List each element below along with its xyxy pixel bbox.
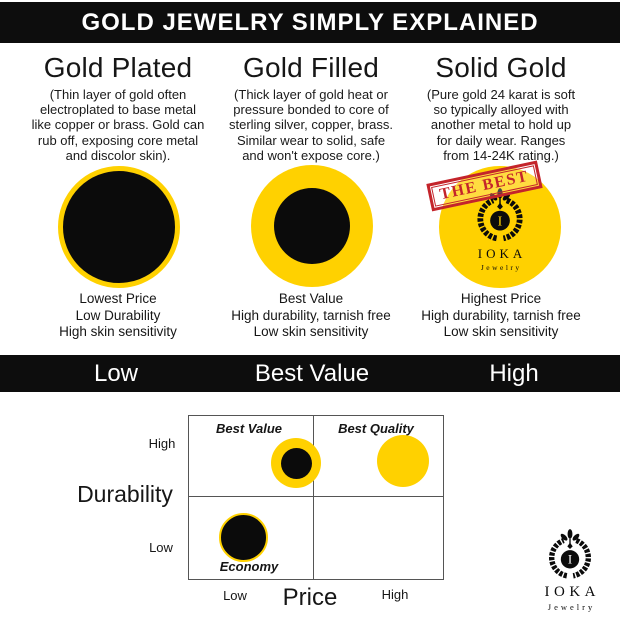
attribute-line: Low skin sensitivity xyxy=(253,324,369,339)
desc-line: Similar wear to solid, safe xyxy=(236,132,386,148)
desc-line: (Thin layer of gold often xyxy=(49,87,187,102)
desc-line: rub off, exposing core metal xyxy=(37,132,199,148)
desc-line: sterling silver, copper, brass. xyxy=(228,117,394,133)
y-axis-label: Durability xyxy=(77,481,173,507)
page-title: GOLD JEWELRY SIMPLY EXPLAINED xyxy=(81,8,539,36)
column-description-gold-plated: (Thin layer of gold often electroplated … xyxy=(18,87,218,163)
desc-line: another metal to hold up xyxy=(430,117,572,133)
desc-line: pressure bonded to core of xyxy=(233,102,389,118)
column-heading-gold-filled: Gold Filled xyxy=(242,52,380,83)
quadrant-label-best-quality: Best Quality xyxy=(338,421,414,436)
desc-line: and won't expose core.) xyxy=(242,147,380,163)
bubble-best-quality xyxy=(377,435,429,487)
bubble-best-value xyxy=(271,438,321,488)
attribute-line: Low Durability xyxy=(75,307,161,323)
quadrant-label-best-value: Best Value xyxy=(216,421,282,436)
column-gold-plated: Gold Plated (Thin layer of gold often el… xyxy=(18,52,218,163)
brand-subtitle: Jewelry xyxy=(480,263,522,272)
x-axis-label: Price xyxy=(282,584,338,611)
solid-gold-circle-icon: I IOKA Jewelry xyxy=(439,166,561,288)
ioka-footer-logo: I IOKA Jewelry xyxy=(531,528,609,612)
crest-initial: I xyxy=(498,214,503,229)
scale-bar-low: Low xyxy=(93,359,139,387)
desc-line: from 14-24K rating.) xyxy=(443,147,559,163)
ioka-crest-icon: I xyxy=(549,529,591,579)
gold-plated-circle-icon xyxy=(58,166,180,288)
attributes-solid-gold: Highest Price High durability, tarnish f… xyxy=(391,291,611,341)
desc-line: like copper or brass. Gold can xyxy=(31,117,205,133)
column-heading-solid-gold: Solid Gold xyxy=(435,52,567,83)
desc-line: (Thick layer of gold heat or xyxy=(234,87,388,102)
y-tick-high: High xyxy=(148,436,176,451)
gold-filled-circle-icon xyxy=(251,165,373,287)
scale-bar: Low Best Value High xyxy=(0,355,620,392)
price-durability-chart: Best Value Best Quality Economy xyxy=(188,415,444,580)
gold-filled-core xyxy=(274,188,350,264)
scale-bar-best-value: Best Value xyxy=(254,359,370,387)
attribute-line: Best Value xyxy=(278,291,344,306)
brand-name: IOKA xyxy=(544,584,600,600)
y-tick-low: Low xyxy=(149,540,173,555)
title-bar: GOLD JEWELRY SIMPLY EXPLAINED xyxy=(0,2,620,43)
column-description-gold-filled: (Thick layer of gold heat or pressure bo… xyxy=(211,87,411,163)
column-description-solid-gold: (Pure gold 24 karat is soft so typically… xyxy=(401,87,601,163)
column-heading-gold-plated: Gold Plated xyxy=(43,52,193,83)
attribute-line: Low skin sensitivity xyxy=(443,324,559,339)
attribute-line: High durability, tarnish free xyxy=(231,307,391,323)
desc-line: for daily wear. Ranges xyxy=(436,132,566,148)
attribute-line: Lowest Price xyxy=(79,291,157,306)
attribute-line: Highest Price xyxy=(460,291,542,306)
scale-bar-high: High xyxy=(489,359,539,387)
desc-line: (Pure gold 24 karat is soft xyxy=(426,87,576,102)
desc-line: and discolor skin). xyxy=(65,147,171,163)
attributes-gold-filled: Best Value High durability, tarnish free… xyxy=(201,291,421,341)
bubble-best-value-core xyxy=(280,447,312,479)
chart-vertical-divider xyxy=(313,416,314,579)
quadrant-label-economy: Economy xyxy=(219,559,279,574)
desc-line: so typically alloyed with xyxy=(433,102,569,118)
ioka-crest-icon: I xyxy=(477,188,523,242)
attribute-line: High skin sensitivity xyxy=(59,324,177,339)
column-gold-filled: Gold Filled (Thick layer of gold heat or… xyxy=(211,52,411,163)
chart-horizontal-divider xyxy=(189,496,443,497)
column-solid-gold: Solid Gold (Pure gold 24 karat is soft s… xyxy=(401,52,601,163)
x-tick-high: High xyxy=(381,587,409,602)
desc-line: electroplated to base metal xyxy=(39,102,197,118)
brand-name: IOKA xyxy=(477,246,527,261)
bubble-economy xyxy=(219,513,268,562)
crest-initial: I xyxy=(568,552,572,567)
attribute-line: High durability, tarnish free xyxy=(421,307,581,323)
attributes-gold-plated: Lowest Price Low Durability High skin se… xyxy=(8,291,228,341)
x-tick-low: Low xyxy=(223,588,247,603)
brand-subtitle: Jewelry xyxy=(547,602,596,612)
